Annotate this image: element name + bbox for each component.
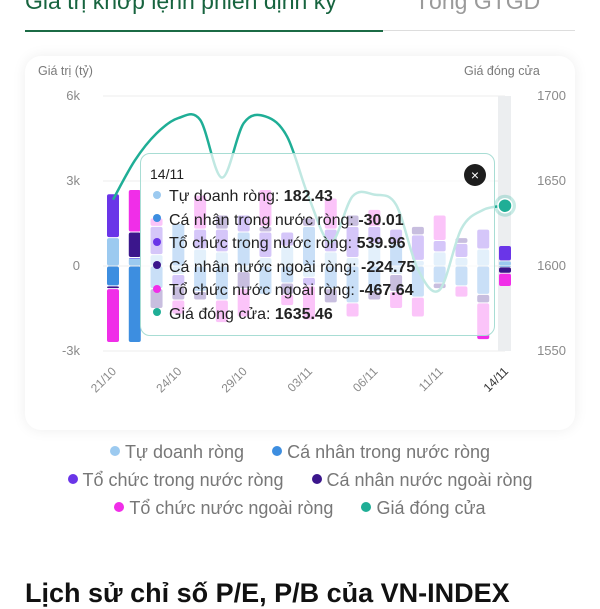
tooltip-label: Giá đóng cửa: <box>169 305 271 323</box>
section-title: Lịch sử chỉ số P/E, P/B của VN-INDEX <box>25 578 510 608</box>
series-dot-icon <box>153 214 161 223</box>
legend-dot-icon <box>114 502 125 513</box>
tooltip-label: Cá nhân trong nước ròng: <box>169 211 354 229</box>
legend-dot-icon <box>67 474 78 485</box>
legend-label: Tổ chức trong nước ròng <box>82 470 284 490</box>
right-tick-label: 1600 <box>537 258 566 273</box>
bar-segment[interactable] <box>107 266 119 286</box>
legend-item[interactable]: Giá đóng cửa <box>361 498 486 519</box>
x-tick-label: 06/11 <box>350 364 381 395</box>
bar-segment[interactable] <box>499 266 511 268</box>
series-dot-icon <box>153 284 161 293</box>
right-tick-label: 1550 <box>537 343 566 358</box>
series-dot-icon <box>153 261 161 270</box>
tooltip-label: Tổ chức trong nước ròng: <box>169 235 353 252</box>
tooltip-row: Cá nhân nước ngoài ròng: -224.75 <box>153 259 415 277</box>
legend-item[interactable]: Cá nhân nước ngoài ròng <box>311 470 533 491</box>
x-tick-label: 14/11 <box>481 364 512 395</box>
tooltip-value: 539.96 <box>356 235 406 252</box>
x-tick-label: 29/10 <box>219 364 250 395</box>
legend-row: Tổ chức nước ngoài ròng Giá đóng cửa <box>0 498 600 519</box>
x-tick-label: 21/10 <box>88 364 119 395</box>
tooltip-value: 182.43 <box>283 188 333 205</box>
left-tick-label: -3k <box>62 343 81 358</box>
bar-segment[interactable] <box>128 258 141 266</box>
legend-dot-icon <box>272 446 283 457</box>
right-tick-label: 1650 <box>537 173 566 188</box>
bar-segment[interactable] <box>499 267 511 273</box>
x-tick-label: 11/11 <box>416 364 446 394</box>
tab-matched-value[interactable]: Giá trị khớp lệnh phiên định kỳ <box>25 0 337 14</box>
bar-segment[interactable] <box>107 286 119 289</box>
tooltip-value: -30.01 <box>358 211 404 229</box>
left-tick-label: 3k <box>66 173 80 188</box>
tab-total-value[interactable]: Tổng GTGD <box>415 0 541 14</box>
bar-segment[interactable] <box>128 190 141 232</box>
tooltip-row: Cá nhân trong nước ròng: -30.01 <box>153 212 404 230</box>
legend-item[interactable]: Tự doanh ròng <box>109 442 245 463</box>
bar-segment[interactable] <box>128 266 141 343</box>
bar-segment[interactable] <box>499 273 511 286</box>
chart-tooltip: 14/11 × Tự doanh ròng: 182.43 Cá nhân tro… <box>140 153 495 336</box>
legend-row: Tự doanh ròng Cá nhân trong nước ròng <box>0 442 600 463</box>
active-tab-indicator <box>25 30 383 32</box>
series-dot-icon <box>153 190 161 199</box>
legend-item[interactable]: Tổ chức trong nước ròng <box>67 470 284 491</box>
bar-segment[interactable] <box>499 261 511 266</box>
legend-dot-icon <box>311 474 322 485</box>
legend-label: Tổ chức nước ngoài ròng <box>129 498 334 518</box>
tooltip-label: Tự doanh ròng: <box>169 188 280 205</box>
tooltip-value: -224.75 <box>361 258 416 276</box>
series-dot-icon <box>153 308 161 317</box>
bar-segment[interactable] <box>499 246 511 261</box>
left-tick-label: 0 <box>73 258 80 273</box>
series-dot-icon <box>153 237 161 246</box>
active-point[interactable] <box>497 197 513 214</box>
legend-dot-icon <box>109 446 120 457</box>
tooltip-row: Tổ chức trong nước ròng: 539.96 <box>153 235 406 253</box>
x-tick-label: 03/11 <box>285 364 316 395</box>
bar-segment[interactable] <box>107 238 119 266</box>
legend-label: Giá đóng cửa <box>376 498 486 518</box>
left-tick-label: 6k <box>66 88 80 103</box>
tab-divider <box>383 30 575 31</box>
tooltip-row: Giá đóng cửa: 1635.46 <box>153 306 333 324</box>
close-icon[interactable]: × <box>464 164 486 186</box>
right-tick-label: 1700 <box>537 88 566 103</box>
tooltip-date: 14/11 <box>150 166 184 182</box>
right-axis-title: Giá đóng cửa <box>464 64 540 78</box>
legend-row: Tổ chức trong nước ròng Cá nhân nước ngoà… <box>0 470 600 491</box>
tooltip-value: 1635.46 <box>274 305 333 323</box>
x-tick-label: 24/10 <box>153 364 184 395</box>
highlight-column <box>498 96 511 351</box>
tooltip-label: Cá nhân nước ngoài ròng: <box>169 258 357 276</box>
bar-segment[interactable] <box>128 232 141 258</box>
legend-label: Cá nhân nước ngoài ròng <box>326 470 533 490</box>
bar-segment[interactable] <box>107 289 119 342</box>
bar-segment[interactable] <box>107 194 119 238</box>
tooltip-row: Tổ chức nước ngoài ròng: -467.64 <box>153 282 414 300</box>
tooltip-row: Tự doanh ròng: 182.43 <box>153 188 333 206</box>
legend-label: Cá nhân trong nước ròng <box>287 442 491 462</box>
tooltip-value: -467.64 <box>359 282 414 299</box>
legend-item[interactable]: Cá nhân trong nước ròng <box>272 442 490 463</box>
left-axis-title: Giá trị (tỷ) <box>38 64 93 78</box>
legend-item[interactable]: Tổ chức nước ngoài ròng <box>114 498 333 519</box>
legend-dot-icon <box>361 502 372 513</box>
bar-segment[interactable] <box>128 258 141 259</box>
legend-label: Tự doanh ròng <box>124 442 245 462</box>
tooltip-label: Tổ chức nước ngoài ròng: <box>169 282 355 299</box>
